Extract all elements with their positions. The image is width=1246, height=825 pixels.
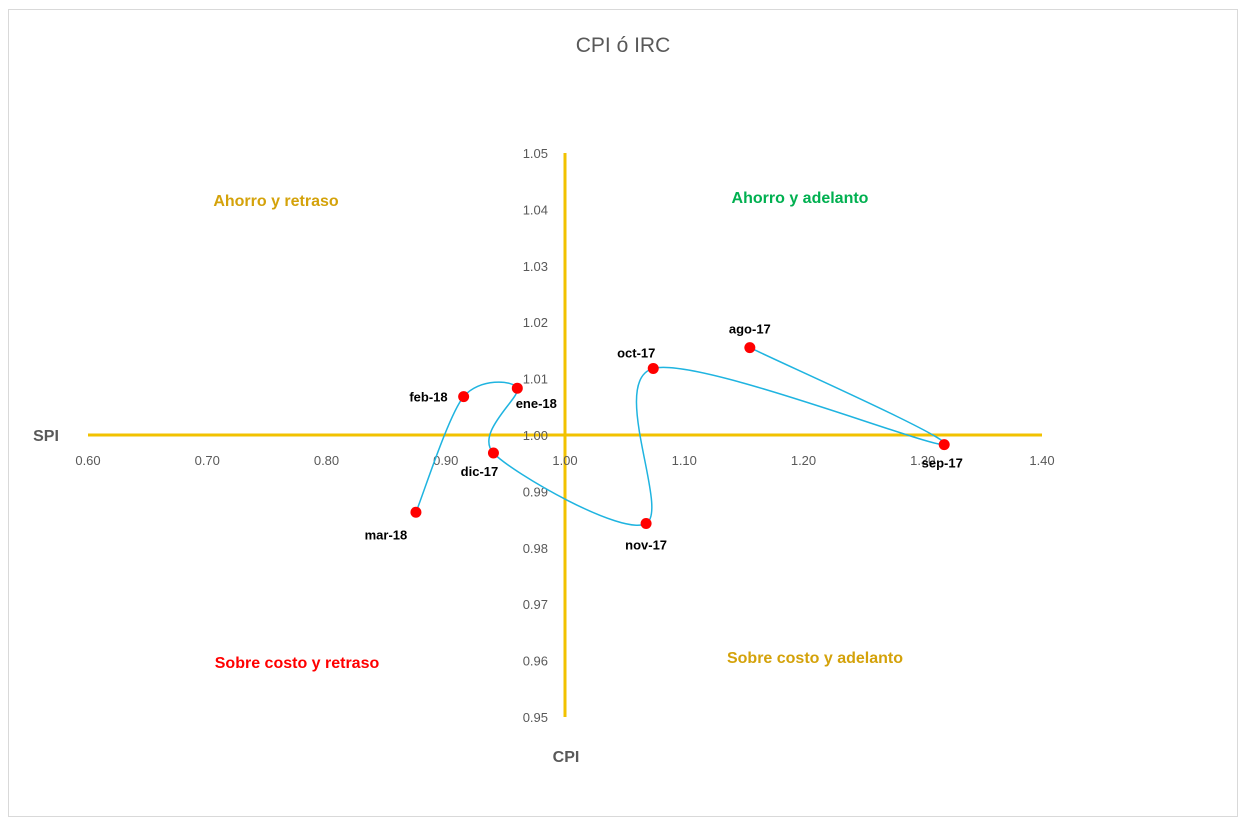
y-tick-label: 0.98 bbox=[523, 541, 548, 556]
data-points bbox=[410, 342, 950, 530]
data-point-dic-17 bbox=[487, 447, 499, 459]
y-tick-label: 1.04 bbox=[523, 202, 548, 217]
x-tick-label: 1.00 bbox=[552, 453, 577, 468]
y-tick-label: 0.99 bbox=[523, 484, 548, 499]
x-tick-label: 1.10 bbox=[672, 453, 697, 468]
quadrant-label: Sobre costo y adelanto bbox=[727, 650, 903, 667]
x-tick-label: 0.80 bbox=[314, 453, 339, 468]
quadrant-label: Ahorro y adelanto bbox=[732, 190, 869, 207]
x-tick-label: 0.60 bbox=[75, 453, 100, 468]
data-label-mar-18: mar-18 bbox=[365, 527, 408, 542]
y-axis-title: SPI bbox=[33, 428, 59, 445]
chart-area bbox=[8, 9, 1238, 817]
data-label-sep-17: sep-17 bbox=[922, 456, 963, 471]
data-point-nov-17 bbox=[640, 518, 652, 530]
x-tick-label: 0.70 bbox=[195, 453, 220, 468]
data-point-ene-18 bbox=[511, 382, 523, 394]
data-labels: ago-17 sep-17 oct-17 nov-17 dic-17 ene-18 feb-… bbox=[365, 322, 963, 553]
y-tick-label: 0.97 bbox=[523, 597, 548, 612]
x-tick-label: 1.20 bbox=[791, 453, 816, 468]
quadrant-labels: Ahorro y retraso Ahorro y adelanto Sobre c… bbox=[213, 190, 903, 672]
data-point-oct-17 bbox=[647, 362, 659, 374]
data-point-ago-17 bbox=[744, 342, 756, 354]
data-label-ene-18: ene-18 bbox=[516, 396, 557, 411]
data-label-nov-17: nov-17 bbox=[625, 538, 667, 553]
data-point-feb-18 bbox=[458, 391, 470, 403]
y-tick-label: 1.01 bbox=[523, 372, 548, 387]
quadrant-label: Sobre costo y retraso bbox=[215, 655, 380, 672]
x-tick-label: 1.40 bbox=[1029, 453, 1054, 468]
data-point-mar-18 bbox=[410, 506, 422, 518]
y-tick-label: 1.05 bbox=[523, 146, 548, 161]
x-axis-title: CPI bbox=[553, 749, 580, 766]
x-tick-label: 0.90 bbox=[433, 453, 458, 468]
chart-title: CPI ó IRC bbox=[576, 34, 671, 57]
tick-labels: 0.60 0.70 0.80 0.90 1.00 1.10 1.20 1.30 1.40 0.95… bbox=[75, 146, 1054, 725]
x-tick-label: 1.30 bbox=[910, 453, 935, 468]
data-label-feb-18: feb-18 bbox=[409, 390, 447, 405]
data-point-sep-17 bbox=[938, 439, 950, 451]
axes bbox=[88, 153, 1042, 717]
y-tick-label: 0.96 bbox=[523, 654, 548, 669]
y-tick-label: 0.95 bbox=[523, 710, 548, 725]
y-tick-label: 1.03 bbox=[523, 259, 548, 274]
data-label-ago-17: ago-17 bbox=[729, 322, 771, 337]
data-label-dic-17: dic-17 bbox=[461, 464, 499, 479]
quadrant-label: Ahorro y retraso bbox=[213, 193, 339, 210]
data-label-oct-17: oct-17 bbox=[617, 345, 655, 360]
y-tick-label: 1.02 bbox=[523, 315, 548, 330]
y-tick-label: 1.00 bbox=[523, 428, 548, 443]
